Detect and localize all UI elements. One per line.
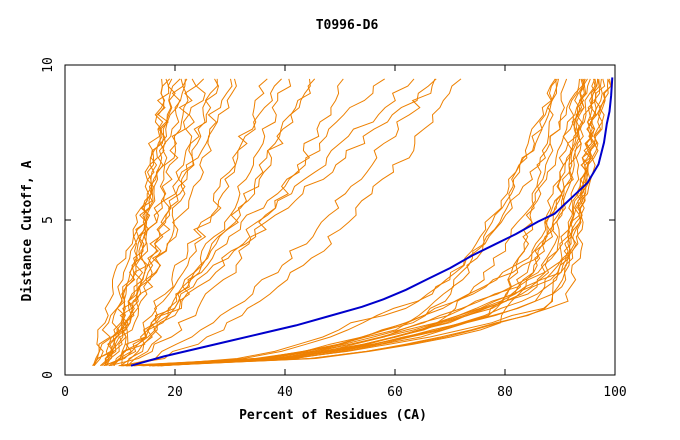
model-line-26 (149, 78, 586, 367)
model-line-1 (92, 78, 237, 367)
x-tick-label: 80 (497, 385, 513, 400)
model-line-17 (121, 78, 282, 366)
model-line-31 (129, 78, 568, 367)
model-line-27 (143, 78, 591, 367)
model-line-13 (104, 78, 176, 366)
model-line-25 (109, 78, 344, 367)
model-line-39 (157, 78, 603, 367)
model-line-33 (133, 78, 558, 367)
y-axis-label: Distance Cutoff, A (20, 160, 35, 301)
model-line-42 (127, 78, 586, 367)
model-line-28 (149, 78, 556, 367)
y-axis: 0 5 10 (41, 57, 615, 379)
model-line-21 (126, 78, 385, 366)
model-line-32 (121, 78, 586, 367)
x-tick-label: 20 (167, 385, 183, 400)
series-lines (92, 77, 614, 367)
model-line-11 (99, 78, 189, 367)
x-tick-label: 40 (277, 385, 293, 400)
y-tick-label: 0 (41, 371, 56, 379)
model-line-4 (104, 78, 220, 366)
model-line-9 (113, 78, 206, 367)
model-line-18 (123, 78, 436, 367)
model-line-46 (125, 78, 587, 367)
x-axis-label: Percent of Residues (CA) (239, 408, 427, 423)
x-tick-label: 60 (387, 385, 403, 400)
model-line-44 (152, 78, 612, 367)
model-line-48 (126, 78, 600, 367)
model-line-19 (118, 78, 462, 367)
model-line-2 (93, 78, 184, 366)
model-line-14 (113, 78, 166, 366)
model-line-43 (152, 78, 612, 367)
model-line-16 (120, 78, 437, 367)
x-tick-label: 0 (61, 385, 69, 400)
model-line-49 (141, 78, 584, 367)
model-line-24 (127, 78, 292, 367)
model-line-12 (105, 78, 186, 366)
model-line-10 (93, 78, 181, 367)
highlight-line (130, 77, 614, 367)
model-line-36 (157, 78, 597, 367)
x-axis: 0 20 40 60 80 100 (61, 65, 627, 400)
model-line-34 (152, 78, 599, 367)
y-tick-label: 5 (41, 216, 56, 224)
x-tick-label: 100 (603, 385, 626, 400)
model-line-35 (134, 78, 559, 367)
chart-title: T0996-D6 (316, 18, 379, 33)
model-line-47 (160, 78, 588, 367)
model-line-20 (103, 78, 311, 367)
y-tick-label: 10 (41, 57, 56, 73)
model-line-23 (111, 78, 415, 367)
model-line-15 (108, 78, 316, 367)
